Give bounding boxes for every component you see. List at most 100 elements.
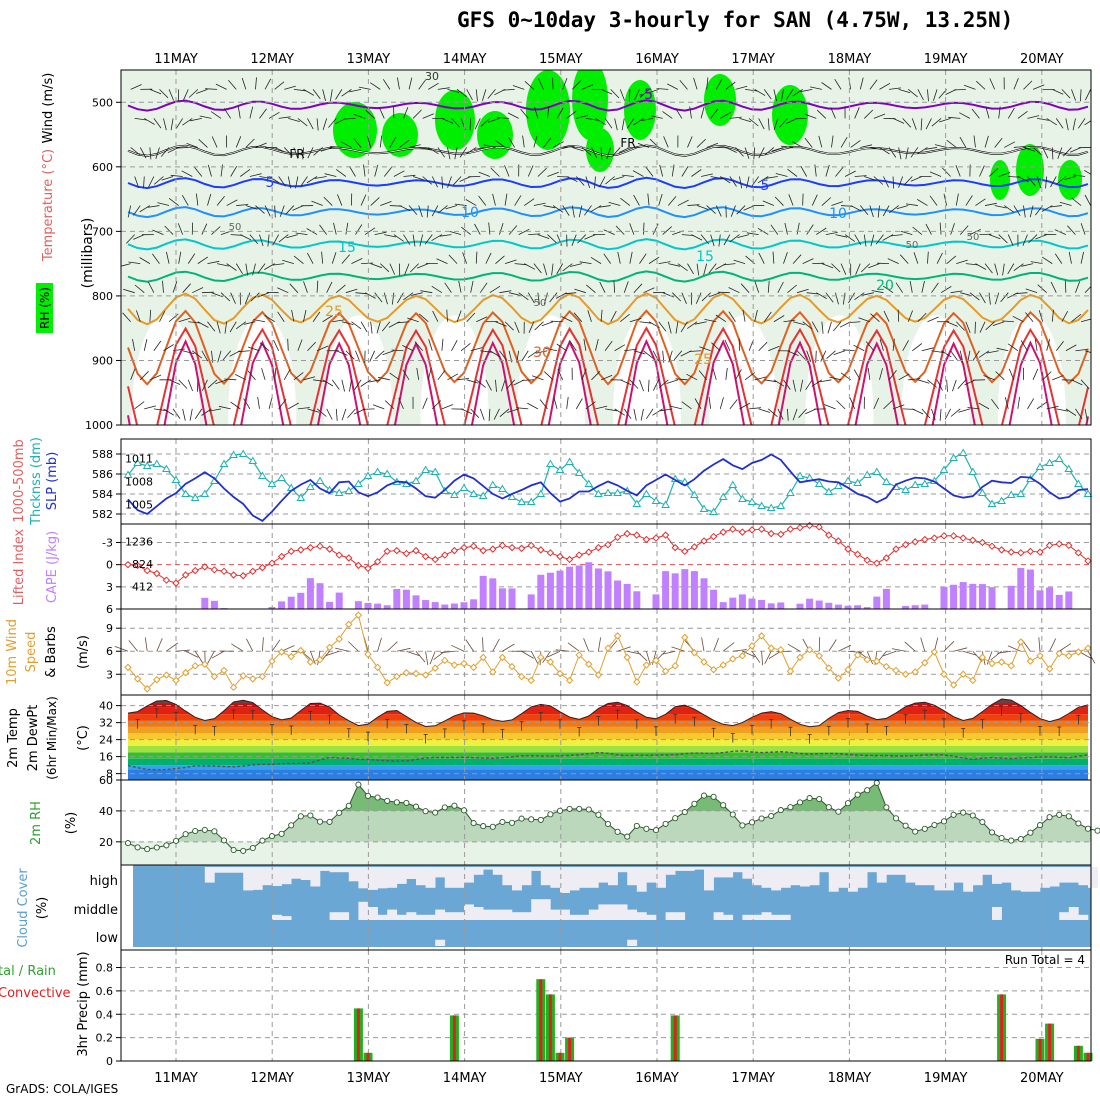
cloud-high-clear [473, 867, 484, 875]
lifted-index-point [690, 543, 699, 551]
lifted-index-point [565, 555, 574, 564]
y-tick-label: 0.4 [96, 1008, 114, 1021]
wind-barb [718, 234, 721, 247]
wind-barb [603, 253, 611, 264]
wind-barb [341, 89, 352, 97]
wind-barb [829, 376, 842, 381]
wind-barb [994, 292, 1000, 305]
lifted-index-point [181, 571, 190, 579]
wind-barb-10m [335, 647, 349, 652]
wind-speed-point [997, 658, 1006, 666]
wind-barb [647, 193, 650, 206]
wind-barb-10m [652, 651, 657, 665]
wind-barb [190, 118, 202, 122]
wind-barb [984, 202, 997, 206]
wind-barb [912, 343, 923, 352]
wind-barb [539, 399, 548, 410]
wind-barb [584, 205, 592, 216]
wind-barb-10m [661, 650, 676, 655]
wind-barb [946, 321, 958, 327]
thickness-point [776, 501, 786, 509]
wind-barb [1063, 176, 1076, 181]
wind-barb [1013, 263, 1024, 272]
cape-bar [470, 599, 478, 609]
wind-barb [913, 252, 919, 264]
cape-bar [402, 589, 410, 609]
cloud-high-clear [713, 867, 724, 878]
wind-barb [730, 205, 736, 217]
thickness-point [843, 476, 853, 484]
wind-barb [431, 176, 438, 188]
wind-barb [218, 405, 231, 410]
y-tick-label: 0.2 [96, 1032, 114, 1045]
rh-point [585, 806, 592, 813]
wind-barb [383, 292, 388, 305]
wind-barb [842, 292, 846, 305]
rh-90-blob [990, 160, 1010, 200]
wind-barb [600, 309, 603, 322]
wind-barb [361, 262, 374, 265]
wind-barb [537, 292, 540, 305]
thickness-point [555, 465, 565, 473]
wind-barb [723, 234, 731, 246]
wind-barb [447, 147, 451, 160]
wind-barb [927, 316, 939, 323]
wind-barb [259, 342, 270, 352]
rh-point [489, 823, 496, 830]
wind-barb [329, 146, 342, 148]
contour-label: 30 [533, 345, 551, 361]
cape-bar [834, 604, 842, 609]
wind-barb [998, 234, 1008, 244]
wind-barb [645, 408, 654, 420]
wind-barb [746, 176, 750, 189]
wind-speed-point [153, 675, 161, 684]
wind-barb [623, 281, 629, 293]
wind-barb [889, 87, 902, 90]
wind-barb-10m [406, 650, 420, 657]
wind-barb [207, 260, 220, 265]
wind-barb [163, 344, 174, 352]
wind-barb [806, 224, 814, 235]
wind-barb [237, 106, 241, 119]
wind-barb [277, 287, 289, 294]
wind-barb [792, 89, 803, 97]
cloud-high-clear [992, 867, 1002, 884]
wind-barb [303, 376, 316, 381]
wind-barb [312, 89, 321, 100]
wind-barb [667, 196, 677, 206]
rh-point [556, 807, 564, 814]
wind-barb [758, 118, 765, 130]
lifted-index-point [537, 546, 545, 554]
wind-barb [1061, 89, 1071, 99]
rh-90-blob [1016, 144, 1044, 196]
cape-bar [796, 603, 804, 609]
wind-speed-point [421, 671, 430, 679]
rh-point [844, 800, 852, 807]
wind-barb-10m [465, 639, 474, 652]
wind-barb [946, 379, 948, 392]
temp-color-band [128, 707, 1088, 715]
wind-speed-point [527, 676, 535, 685]
wind-barb [319, 224, 327, 235]
wind-barb [917, 147, 928, 155]
lifted-index-point [757, 525, 766, 533]
wind-barb [159, 89, 169, 99]
wind-barb [883, 310, 890, 322]
rh-point [1094, 827, 1100, 834]
wind-barb [667, 83, 679, 90]
wind-barb [564, 292, 577, 295]
wind-barb [518, 292, 529, 301]
wind-barb [168, 313, 179, 323]
wind-speed-point [623, 653, 631, 662]
wind-barb [456, 310, 462, 322]
precip-convective-bar [1076, 1045, 1080, 1061]
rh-point [345, 802, 352, 809]
wind-barb [1020, 340, 1028, 351]
wind-barb [235, 374, 247, 381]
isotherm-15 [127, 238, 1089, 251]
wind-barb [182, 408, 186, 421]
wind-barb [226, 199, 238, 206]
y-tick-label: 0 [106, 1055, 113, 1068]
cape-bar [767, 603, 775, 609]
wind-barb [1028, 234, 1038, 244]
